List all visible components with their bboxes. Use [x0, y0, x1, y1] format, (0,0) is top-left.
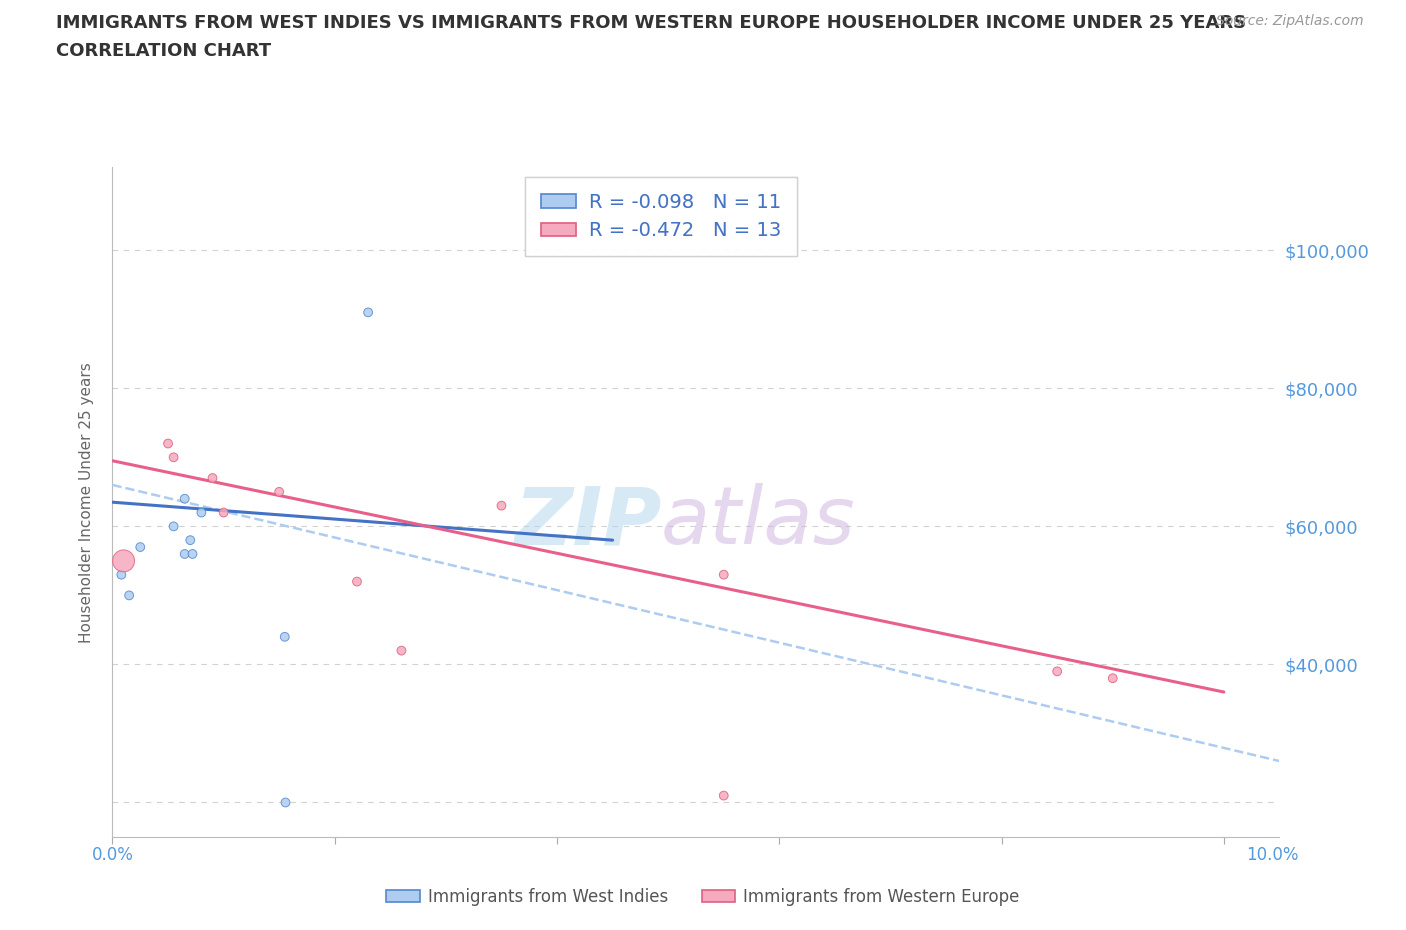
Point [1046, 664, 1069, 679]
Point [179, 533, 201, 548]
Point [357, 305, 380, 320]
Point [162, 450, 184, 465]
Point [269, 485, 291, 499]
Point [201, 471, 224, 485]
Point [173, 547, 195, 562]
Point [162, 519, 184, 534]
Text: 10.0%: 10.0% [1246, 846, 1299, 864]
Point [112, 553, 135, 568]
Text: 0.0%: 0.0% [91, 846, 134, 864]
Point [274, 795, 297, 810]
Point [118, 588, 141, 603]
Text: CORRELATION CHART: CORRELATION CHART [56, 42, 271, 60]
Point [129, 539, 152, 554]
Point [190, 505, 212, 520]
Point [391, 644, 413, 658]
Point [491, 498, 513, 513]
Text: atlas: atlas [661, 484, 856, 562]
Point [181, 547, 204, 562]
Point [157, 436, 180, 451]
Point [713, 567, 735, 582]
Point [110, 567, 132, 582]
Point [173, 491, 195, 506]
Text: IMMIGRANTS FROM WEST INDIES VS IMMIGRANTS FROM WESTERN EUROPE HOUSEHOLDER INCOME: IMMIGRANTS FROM WEST INDIES VS IMMIGRANT… [56, 14, 1246, 32]
Point [1101, 671, 1123, 685]
Text: Source: ZipAtlas.com: Source: ZipAtlas.com [1216, 14, 1364, 28]
Point [346, 574, 368, 589]
Y-axis label: Householder Income Under 25 years: Householder Income Under 25 years [79, 362, 94, 643]
Point [212, 505, 235, 520]
Point [713, 788, 735, 803]
Legend: Immigrants from West Indies, Immigrants from Western Europe: Immigrants from West Indies, Immigrants … [380, 881, 1026, 912]
Legend: R = -0.098   N = 11, R = -0.472   N = 13: R = -0.098 N = 11, R = -0.472 N = 13 [524, 177, 797, 256]
Point [274, 630, 297, 644]
Text: ZIP: ZIP [513, 484, 661, 562]
